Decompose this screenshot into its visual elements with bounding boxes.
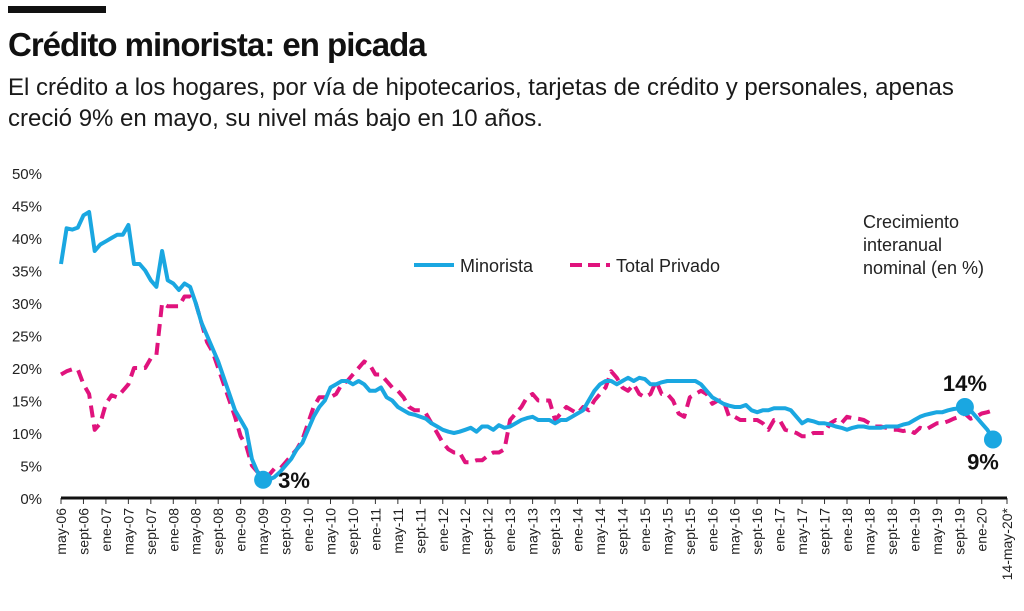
callout-marker [955,398,974,416]
x-tick-label: sept-16 [749,508,765,555]
x-tick-label: sept-15 [682,508,698,555]
y-tick-label: 10% [12,426,42,443]
x-tick-label: ene-13 [502,508,518,552]
x-tick-label: may-14 [592,508,608,555]
y-tick-label: 0% [20,491,42,508]
x-axis: may-06 sept-06 ene-07 may-07 sept-07 ene-08 ma… [53,498,1015,580]
x-tick-label: ene-07 [98,508,114,552]
x-tick-label: sept-06 [75,508,91,555]
x-tick-label: ene-20 [974,508,990,552]
x-tick-label: sept-12 [480,508,496,555]
y-tick-label: 25% [12,329,42,346]
callout-label: 3% [278,468,310,493]
x-tick-label: may-15 [659,508,675,555]
chart-subtitle: El crédito a los hogares, por vía de hip… [8,74,954,132]
x-tick-label: may-18 [861,508,877,555]
chart-title: Crédito minorista: en picada [8,26,427,63]
y-tick-label: 30% [12,296,42,313]
legend-label-minorista: Minorista [460,256,534,276]
callout-label: 14% [943,371,987,396]
x-tick-label: may-08 [188,508,204,555]
x-tick-label: sept-11 [412,508,428,554]
x-tick-label: 14-may-20* [999,507,1015,580]
legend-label-total-privado: Total Privado [616,256,720,276]
x-tick-label: may-13 [525,508,541,555]
y-tick-label: 35% [12,264,42,281]
x-tick-label: may-19 [929,508,945,555]
y-tick-label: 20% [12,361,42,378]
x-tick-label: ene-11 [367,508,383,551]
x-tick-label: ene-09 [233,508,249,552]
callout-label: 9% [967,450,999,475]
callout-marker [254,470,273,489]
x-tick-label: ene-18 [839,508,855,552]
y-tick-label: 40% [12,231,42,248]
x-tick-label: sept-19 [951,508,967,555]
x-tick-label: sept-07 [143,508,159,555]
units-note-line-3: nominal (en %) [863,258,984,278]
annotation-layer: 3% 14% 9% [254,371,1002,493]
y-tick-label: 5% [20,459,42,476]
x-tick-label: sept-09 [278,508,294,555]
x-tick-label: may-06 [53,508,69,555]
x-tick-label: ene-10 [300,508,316,552]
series-line-minorista [59,210,995,482]
units-note-line-1: Crecimiento [863,212,959,232]
x-tick-label: ene-14 [570,508,586,552]
y-axis: 0% 5% 10% 15% 20% 25% 30% 35% 40% 45% 50% [12,166,42,508]
units-note-line-2: interanual [863,235,942,255]
units-note: Crecimiento interanual nominal (en %) [863,212,984,278]
legend: Minorista Total Privado [414,256,720,276]
series-layer [59,210,995,482]
y-tick-label: 45% [12,199,42,216]
x-tick-label: sept-10 [345,508,361,555]
x-tick-label: may-07 [120,508,136,555]
x-tick-label: may-10 [322,508,338,555]
x-tick-label: ene-08 [165,508,181,552]
x-tick-label: sept-17 [817,508,833,555]
x-tick-label: sept-18 [884,508,900,555]
x-tick-label: sept-13 [547,508,563,555]
header-accent-bar [8,6,106,13]
x-tick-label: may-16 [727,508,743,555]
x-tick-label: ene-17 [772,508,788,552]
x-tick-label: may-09 [255,508,271,555]
x-tick-label: ene-16 [704,508,720,552]
x-tick-label: may-17 [794,508,810,555]
x-tick-label: may-12 [457,508,473,555]
x-tick-label: may-11 [390,508,406,554]
callout-marker [983,430,1002,449]
x-tick-label: sept-08 [210,508,226,555]
x-tick-label: ene-19 [906,508,922,552]
y-tick-label: 15% [12,394,42,411]
x-tick-label: ene-15 [637,508,653,552]
y-tick-label: 50% [12,166,42,183]
x-tick-label: ene-12 [435,508,451,552]
x-tick-label: sept-14 [614,508,630,555]
series-line-total-privado [60,294,994,478]
